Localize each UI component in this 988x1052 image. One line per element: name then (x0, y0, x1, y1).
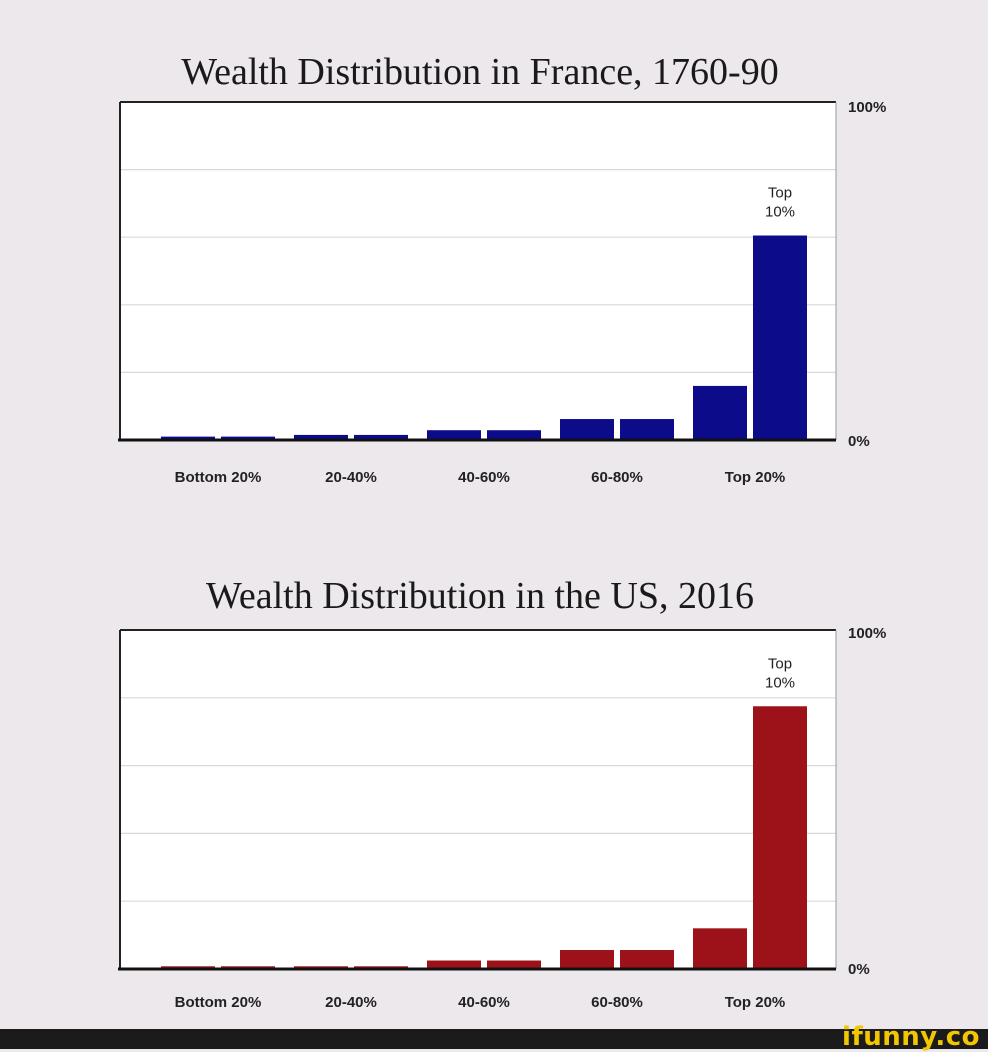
x-tick-label: 40-60% (458, 994, 510, 1011)
bar (753, 706, 807, 969)
x-tick-label: 20-40% (325, 469, 377, 486)
chart-panel-us: Wealth Distribution in the US, 2016 Top 1… (118, 575, 886, 1011)
bar-annotation: Top (768, 185, 792, 202)
chart-panel-france: Wealth Distribution in France, 1760-90 T… (0, 0, 988, 520)
chart-title: Wealth Distribution in France, 1760-90 (181, 51, 779, 93)
x-tick-label: 40-60% (458, 469, 510, 486)
bar (620, 419, 674, 440)
bar-annotation: 10% (765, 674, 795, 691)
y-tick-label: 0% (848, 433, 870, 450)
y-tick-label: 100% (848, 99, 886, 116)
bar (487, 430, 541, 440)
bar (620, 950, 674, 969)
bar-annotation: Top (768, 655, 792, 672)
x-tick-label: Top 20% (725, 994, 786, 1011)
bar (161, 436, 215, 440)
bar (693, 928, 747, 969)
bar (427, 430, 481, 440)
watermark-logo: ifunny.co (842, 1022, 980, 1052)
footer-bar (0, 1029, 988, 1049)
bar (427, 960, 481, 969)
y-tick-label: 0% (848, 961, 870, 978)
bar (753, 235, 807, 440)
bar (560, 950, 614, 969)
x-tick-label: 60-80% (591, 994, 643, 1011)
x-tick-label: 60-80% (591, 469, 643, 486)
chart-title: Wealth Distribution in the US, 2016 (206, 575, 754, 617)
bar-annotation: 10% (765, 204, 795, 221)
plot-area (120, 630, 836, 969)
x-tick-label: Top 20% (725, 469, 786, 486)
plot-area (120, 102, 836, 440)
x-tick-label: Bottom 20% (175, 994, 262, 1011)
bar (294, 434, 348, 440)
bar (487, 960, 541, 969)
chart-plot: Top 10% 100% 0% Bottom 20% 20-40% 40-60% 60-80%… (118, 99, 886, 486)
y-tick-label: 100% (848, 625, 886, 642)
chart-plot: Top 10% 100% 0% Bottom 20% 20-40% 40-60% 60-80%… (118, 625, 886, 1011)
x-tick-label: Bottom 20% (175, 469, 262, 486)
bar (354, 434, 408, 440)
bar (693, 385, 747, 440)
bar (560, 419, 614, 440)
x-tick-label: 20-40% (325, 994, 377, 1011)
bar (221, 436, 275, 440)
